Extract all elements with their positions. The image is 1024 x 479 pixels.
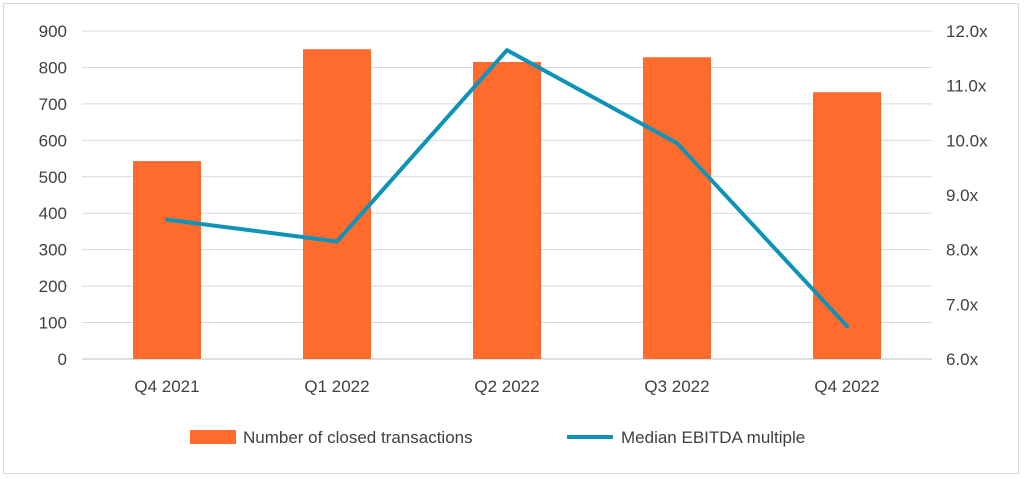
left-axis-ticks: 0 100 200 300 400 500 600 700 800 900 (39, 22, 67, 369)
legend: Number of closed transactions Median EBI… (190, 428, 805, 447)
y-left-tick-label: 800 (39, 58, 67, 77)
y-left-tick-label: 0 (58, 350, 67, 369)
x-tick-label: Q3 2022 (644, 377, 709, 396)
line-point (846, 325, 848, 327)
legend-label-transactions: Number of closed transactions (243, 428, 473, 447)
line-point (676, 142, 678, 144)
bar (303, 49, 371, 359)
y-right-tick-label: 11.0x (946, 77, 987, 96)
x-tick-label: Q4 2021 (134, 377, 199, 396)
line-point (336, 240, 338, 242)
bar (813, 92, 881, 359)
bar-series (133, 49, 881, 360)
y-left-tick-label: 600 (39, 131, 67, 150)
bar (643, 57, 711, 360)
y-left-tick-label: 500 (39, 168, 67, 187)
y-left-tick-label: 200 (39, 277, 67, 296)
x-tick-label: Q1 2022 (304, 377, 369, 396)
line-point (506, 49, 508, 51)
y-right-tick-label: 9.0x (946, 186, 979, 205)
right-axis-ticks: 6.0x 7.0x 8.0x 9.0x 10.0x 11.0x 12.0x (946, 22, 988, 369)
legend-swatch-bar (190, 430, 236, 444)
x-axis-ticks: Q4 2021 Q1 2022 Q2 2022 Q3 2022 Q4 2022 (134, 377, 879, 396)
y-left-tick-label: 300 (39, 241, 67, 260)
y-right-tick-label: 12.0x (946, 22, 988, 41)
y-left-tick-label: 700 (39, 95, 67, 114)
y-right-tick-label: 8.0x (946, 241, 979, 260)
x-tick-label: Q4 2022 (814, 377, 879, 396)
y-left-tick-label: 900 (39, 22, 67, 41)
bar (133, 161, 201, 359)
x-tick-label: Q2 2022 (474, 377, 539, 396)
y-left-tick-label: 100 (39, 314, 67, 333)
y-right-tick-label: 10.0x (946, 131, 988, 150)
bar (473, 61, 541, 359)
line-point (166, 219, 168, 221)
y-right-tick-label: 6.0x (946, 350, 979, 369)
legend-label-ebitda: Median EBITDA multiple (621, 428, 805, 447)
y-right-tick-label: 7.0x (946, 295, 979, 314)
y-left-tick-label: 400 (39, 204, 67, 223)
line-series (165, 48, 849, 329)
